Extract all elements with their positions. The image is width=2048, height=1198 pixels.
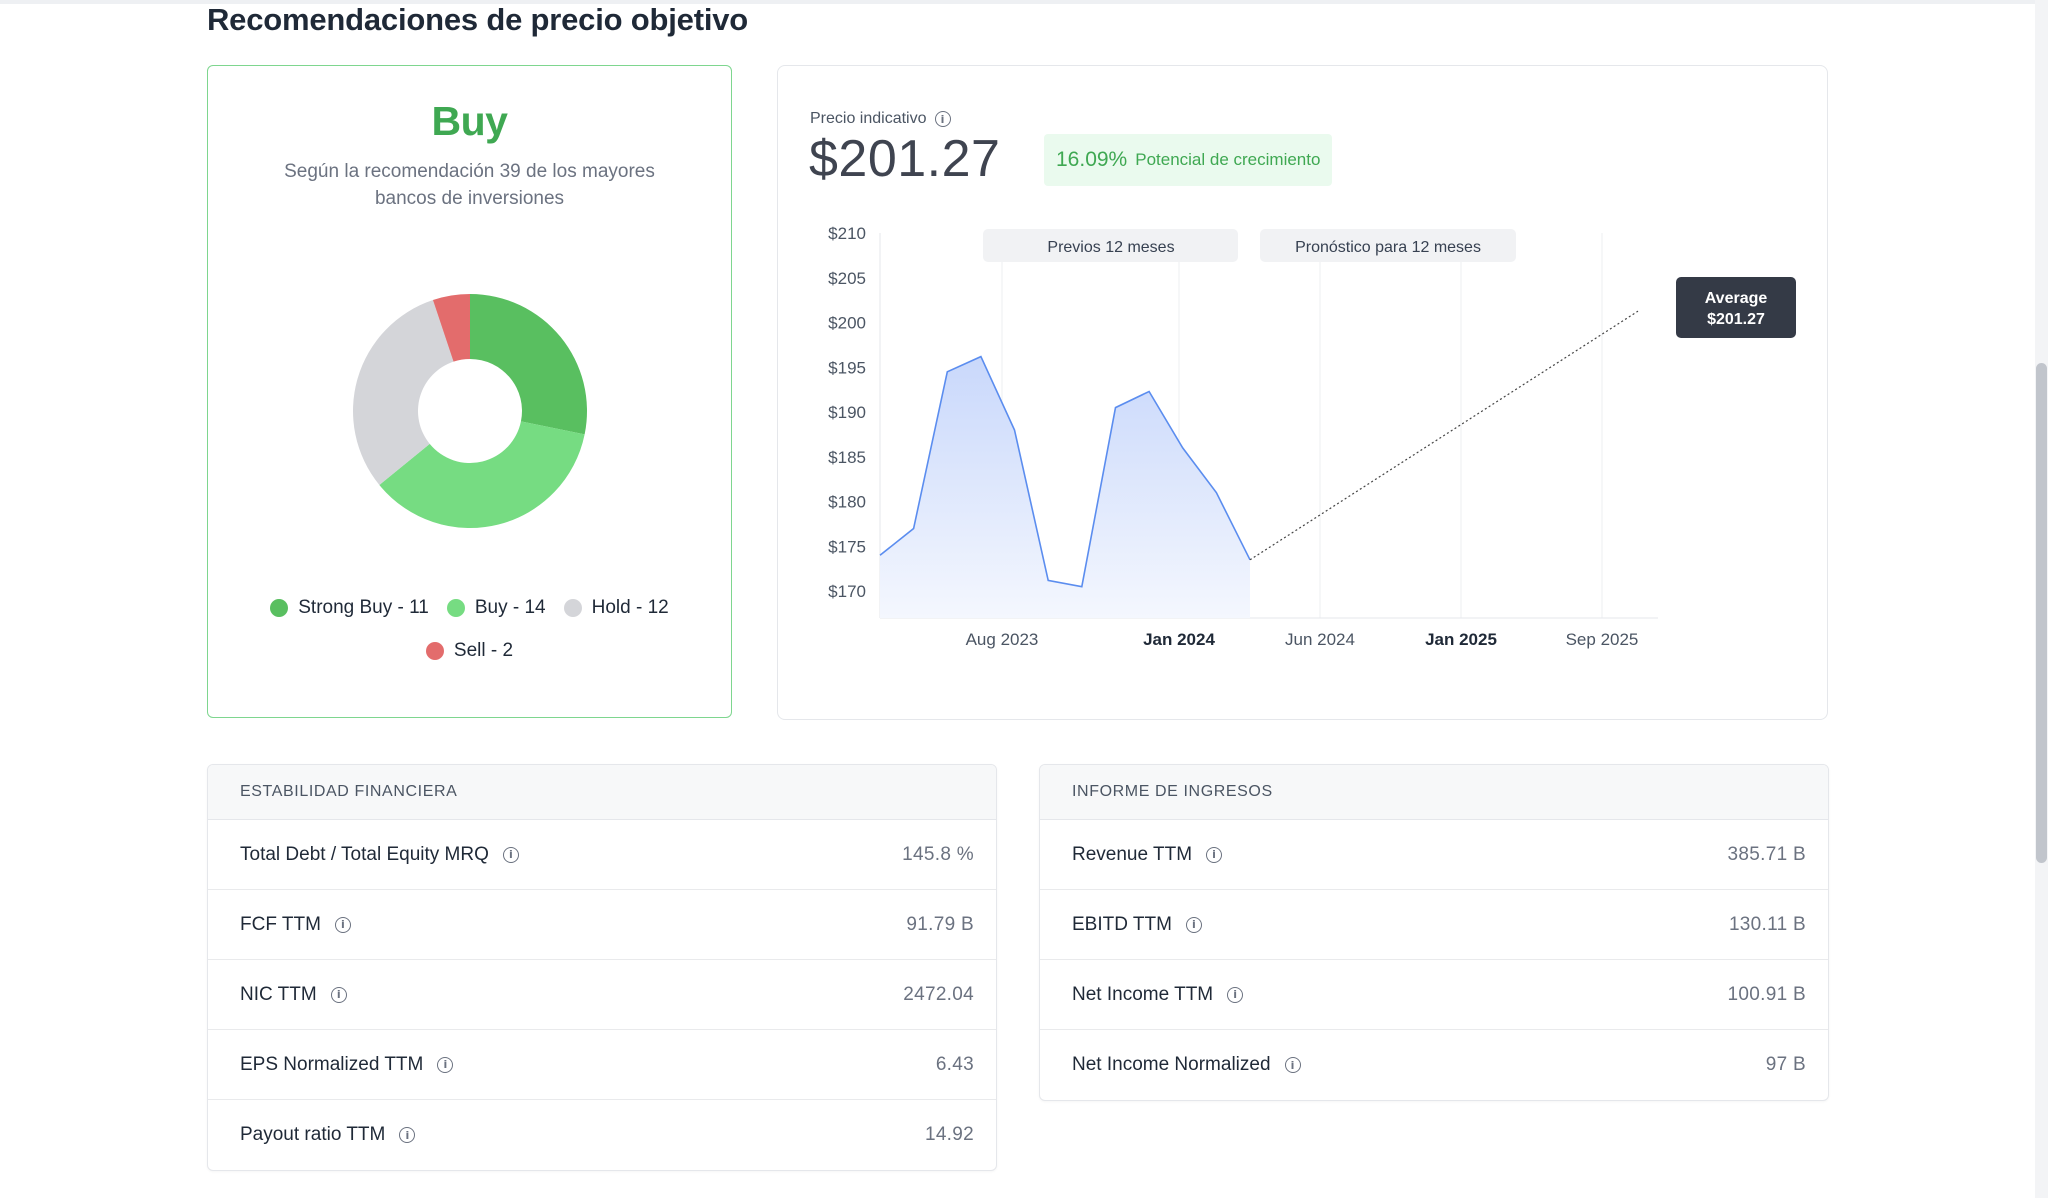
period-label-pill xyxy=(983,229,1238,262)
period-label-pill xyxy=(1260,229,1516,262)
financial-stability-table: ESTABILIDAD FINANCIERA Total Debt / Tota… xyxy=(207,764,997,1171)
legend-row-1: Strong Buy - 11 Buy - 14 Hold - 12 xyxy=(208,597,731,619)
table-row: Payout ratio TTM i 14.92 xyxy=(208,1100,996,1170)
donut-slice-sell xyxy=(432,294,470,362)
series-area xyxy=(880,356,1250,618)
row-value: 14.92 xyxy=(924,1124,974,1145)
legend-label: Hold - 12 xyxy=(591,597,669,618)
legend-dot-strong-buy xyxy=(270,599,289,617)
price-value: $201.27 xyxy=(809,130,1001,188)
info-icon[interactable]: i xyxy=(437,1056,454,1073)
series-line xyxy=(879,355,1251,588)
info-icon[interactable]: i xyxy=(934,111,951,127)
info-icon[interactable]: i xyxy=(1227,986,1244,1003)
info-icon[interactable]: i xyxy=(502,846,519,863)
y-tick-label: $175 xyxy=(828,537,866,556)
y-tick-label: $205 xyxy=(828,269,866,288)
row-value: 100.91 B xyxy=(1727,983,1806,1005)
legend-dot-buy xyxy=(446,599,465,617)
period-label: Previos 12 meses xyxy=(1047,239,1174,256)
y-tick-label: $170 xyxy=(828,582,866,601)
x-tick-label: Jun 2024 xyxy=(1285,630,1355,649)
x-tick-label: Jan 2025 xyxy=(1425,630,1497,649)
info-icon[interactable]: i xyxy=(399,1127,416,1143)
legend-label: Strong Buy - 11 xyxy=(298,597,429,618)
tooltip-label: Average xyxy=(1705,290,1768,307)
info-icon[interactable]: i xyxy=(1284,1057,1301,1073)
row-label: Total Debt / Total Equity MRQ xyxy=(240,843,489,865)
recommendation-donut-chart xyxy=(353,294,587,528)
info-icon[interactable]: i xyxy=(334,916,351,933)
price-label: Precio indicativo xyxy=(810,110,927,127)
row-value: 91.79 B xyxy=(906,913,974,935)
table-row: FCF TTM i 91.79 B xyxy=(208,890,996,960)
price-target-card: Precio indicativo i $201.27 16.09% Poten… xyxy=(777,65,1828,720)
row-value: 97 B xyxy=(1765,1054,1806,1075)
forecast-line xyxy=(1249,310,1639,561)
price-forecast-chart: $210 $205 $200 $195 $190 $185 $180 $175 $170 Aug … xyxy=(828,224,1796,649)
row-label: Revenue TTM xyxy=(1072,843,1193,865)
income-report-table: INFORME DE INGRESOS Revenue TTM i 385.71 … xyxy=(1039,764,1829,1101)
y-tick-label: $185 xyxy=(828,448,866,467)
tooltip-value: $201.27 xyxy=(1707,311,1765,328)
row-label: FCF TTM xyxy=(240,913,321,935)
y-tick-label: $180 xyxy=(828,493,866,512)
table-row: EPS Normalized TTM i 6.43 xyxy=(208,1030,996,1100)
y-tick-label: $210 xyxy=(828,224,866,243)
row-label: Payout ratio TTM xyxy=(240,1124,386,1145)
rating-label: Buy xyxy=(431,98,508,144)
legend-dot-sell xyxy=(425,642,444,660)
legend-strong-buy[interactable]: Strong Buy - 11 xyxy=(270,597,429,619)
info-icon[interactable]: i xyxy=(1206,846,1223,863)
info-icon[interactable]: i xyxy=(1185,916,1202,933)
section-title: Recomendaciones de precio objetivo xyxy=(207,2,749,37)
average-tooltip xyxy=(1676,277,1796,338)
table-header: INFORME DE INGRESOS xyxy=(1040,765,1828,820)
row-value: 145.8 % xyxy=(902,843,974,865)
donut-slice-strong-buy xyxy=(470,294,587,435)
legend-buy[interactable]: Buy - 14 xyxy=(446,597,546,619)
price-label-row: Precio indicativo i xyxy=(810,110,951,128)
x-tick-label: Sep 2025 xyxy=(1566,630,1639,649)
rating-card: Buy Según la recomendación 39 de los may… xyxy=(207,65,732,718)
growth-text: Potencial de crecimiento xyxy=(1135,150,1321,169)
growth-percent: 16.09% xyxy=(1056,148,1128,171)
rating-subtitle: Según la recomendación 39 de los mayores… xyxy=(284,161,655,209)
table-row: Net Income Normalized i 97 B xyxy=(1040,1030,1828,1100)
legend-hold[interactable]: Hold - 12 xyxy=(563,597,669,619)
table-row: Net Income TTM i 100.91 B xyxy=(1040,960,1828,1030)
row-label: EBITD TTM xyxy=(1072,913,1172,935)
donut-slice-hold xyxy=(353,300,454,485)
row-label: NIC TTM xyxy=(240,983,317,1005)
table-row: Total Debt / Total Equity MRQ i 145.8 % xyxy=(208,820,996,890)
table-row: Revenue TTM i 385.71 B xyxy=(1040,820,1828,890)
legend-label: Buy - 14 xyxy=(474,597,546,618)
y-tick-label: $200 xyxy=(828,314,866,333)
x-tick-label: Aug 2023 xyxy=(966,630,1039,649)
donut-slice-buy xyxy=(379,421,585,528)
legend-dot-hold xyxy=(563,599,582,617)
legend-label: Sell - 2 xyxy=(453,640,514,661)
table-row: EBITD TTM i 130.11 B xyxy=(1040,890,1828,960)
top-divider xyxy=(0,0,2035,4)
table-header: ESTABILIDAD FINANCIERA xyxy=(208,765,996,820)
x-tick-label: Jan 2024 xyxy=(1143,630,1215,649)
info-icon[interactable]: i xyxy=(330,986,347,1003)
row-label: EPS Normalized TTM xyxy=(240,1053,424,1075)
row-value: 6.43 xyxy=(935,1053,974,1075)
period-label: Pronóstico para 12 meses xyxy=(1295,239,1481,256)
y-tick-label: $195 xyxy=(828,358,866,377)
row-value: 130.11 B xyxy=(1728,913,1806,935)
row-label: Net Income Normalized xyxy=(1072,1054,1271,1075)
legend-row-2: Sell - 2 xyxy=(208,640,731,662)
growth-badge: 16.09% Potencial de crecimiento xyxy=(1044,134,1333,186)
row-value: 2472.04 xyxy=(903,983,974,1005)
y-tick-label: $190 xyxy=(828,403,866,422)
row-value: 385.71 B xyxy=(1727,843,1806,865)
scrollbar-thumb[interactable] xyxy=(2036,363,2047,863)
row-label: Net Income TTM xyxy=(1072,983,1214,1005)
legend-sell[interactable]: Sell - 2 xyxy=(425,640,514,662)
table-row: NIC TTM i 2472.04 xyxy=(208,960,996,1030)
